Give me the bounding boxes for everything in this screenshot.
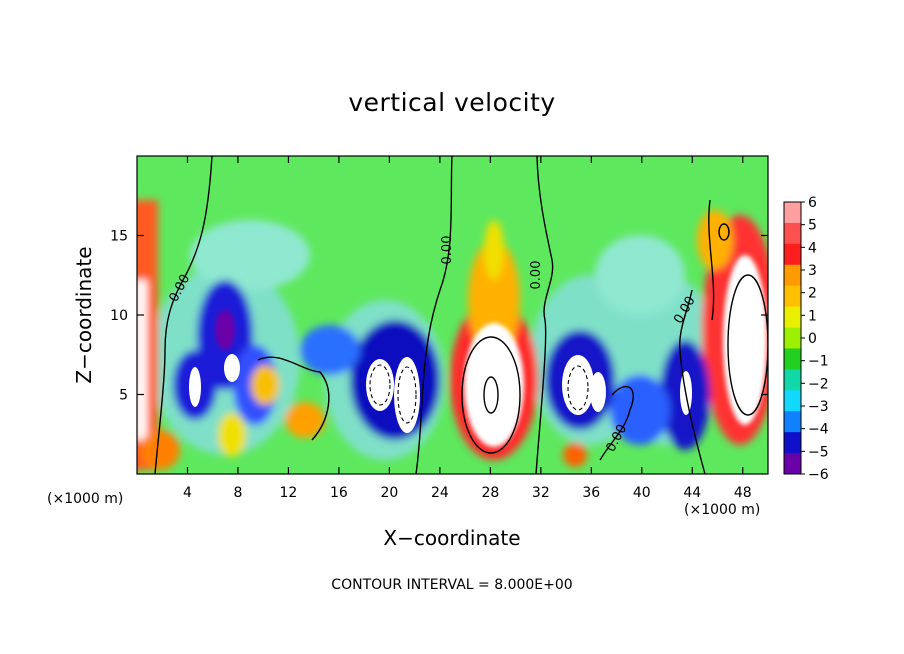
contour-label: 0.00: [440, 236, 455, 265]
y-tick-label: 5: [119, 388, 128, 404]
y-tick-label: 10: [110, 308, 128, 324]
x-tick-label: 32: [532, 485, 550, 501]
colorbar-cell: [784, 264, 801, 287]
colorbar-cell: [784, 432, 801, 454]
x-unit-label-right: (×1000 m): [684, 502, 761, 518]
colorbar-cell: [784, 348, 801, 370]
colorbar-tick-label: −3: [808, 399, 829, 415]
contour-labels: 0.000.000.000.000.00: [166, 236, 698, 455]
colorbar-tick-label: −5: [808, 444, 829, 460]
zero-contour: [679, 289, 706, 474]
warm-patch: [285, 402, 325, 438]
white-core: [562, 355, 594, 415]
white-core: [224, 354, 240, 382]
y-tick-label: 15: [110, 229, 128, 245]
zero-contour: [599, 385, 634, 461]
white-core: [590, 372, 606, 412]
warm-patch: [251, 365, 279, 405]
downdraft-core: [300, 325, 360, 375]
downdraft-core: [350, 320, 440, 440]
colorbar-tick-label: −2: [808, 376, 829, 392]
zero-contour: [257, 356, 330, 441]
strong-downdraft: [215, 310, 235, 350]
x-tick-label: 16: [330, 485, 348, 501]
negative-contour: [369, 364, 391, 406]
contour-lines: [154, 156, 768, 474]
weak-downdraft-region: [190, 220, 310, 290]
zero-contour: [535, 156, 554, 474]
chart-title: vertical velocity: [348, 88, 556, 117]
white-core: [366, 359, 394, 411]
positive-contour: [727, 274, 768, 416]
positive-contour: [483, 376, 499, 414]
colorbar-cell: [784, 285, 801, 308]
x-tick-label: 28: [481, 485, 499, 501]
x-tick-label: 20: [380, 485, 398, 501]
colorbar: 6 5 4 3 2 1 0 −1 −2 −3 −4 −5 −6: [783, 195, 829, 483]
negative-contour: [397, 366, 417, 424]
x-tick-label: 48: [734, 485, 752, 501]
colorbar-cell: [784, 327, 801, 349]
negative-contour: [567, 365, 589, 411]
x-axis-label: X−coordinate: [383, 526, 521, 550]
colorbar-tick-label: −1: [808, 354, 829, 370]
x-tick-label: 40: [633, 485, 651, 501]
x-tick-label: 24: [431, 485, 449, 501]
colorbar-cell: [784, 390, 801, 412]
warm-patch: [140, 430, 180, 470]
x-tick-label: 44: [683, 485, 701, 501]
contour-label: 0.00: [529, 261, 544, 290]
colorbar-tick-label: 3: [808, 263, 817, 279]
positive-contour: [461, 336, 521, 454]
colorbar-tick-label: 0: [808, 331, 817, 347]
negative-contours: [369, 364, 589, 424]
x-tick-label: 4: [183, 485, 192, 501]
positive-contour: [718, 223, 730, 241]
x-tick-label: 8: [233, 485, 242, 501]
colorbar-tick-label: 6: [808, 195, 817, 211]
colorbar-tick-label: −6: [808, 467, 829, 483]
colorbar-cell: [784, 369, 801, 391]
zero-contour: [154, 156, 213, 474]
central-updraft-core: [464, 323, 524, 447]
colorbar-tick-label: 5: [808, 218, 817, 234]
colorbar-tick-label: 1: [808, 308, 817, 324]
colorbar-cell: [784, 222, 801, 245]
colorbar-cell: [784, 306, 801, 329]
right-updraft-top: [697, 210, 733, 270]
colorbar-cell: [784, 453, 801, 475]
x-axis: 4 8 12 16 20 24 28 32 36 40 44 48: [183, 156, 752, 501]
x-tick-label: 36: [582, 485, 600, 501]
x-unit-label-left: (×1000 m): [47, 491, 124, 507]
y-axis: 5 10 15: [110, 229, 768, 404]
colorbar-cell: [784, 243, 801, 266]
colorbar-tick-label: 4: [808, 240, 817, 256]
colorbar-tick-label: 2: [808, 286, 817, 302]
left-updraft-core: [137, 280, 147, 440]
downdraft-core: [610, 375, 670, 445]
zero-contour: [708, 199, 715, 321]
weak-downdraft-region: [595, 235, 685, 315]
central-updraft-plume: [484, 220, 504, 280]
colorbar-cell: [784, 411, 801, 433]
white-core: [189, 367, 201, 407]
warm-patch: [218, 413, 246, 457]
warm-patch: [563, 443, 587, 467]
colorbar-tick-label: −4: [808, 422, 829, 438]
x-tick-label: 12: [280, 485, 298, 501]
zero-contour: [415, 156, 453, 474]
contour-interval-note: CONTOUR INTERVAL = 8.000E+00: [331, 577, 573, 593]
velocity-field: [137, 156, 768, 474]
colorbar-cell: [784, 202, 801, 224]
